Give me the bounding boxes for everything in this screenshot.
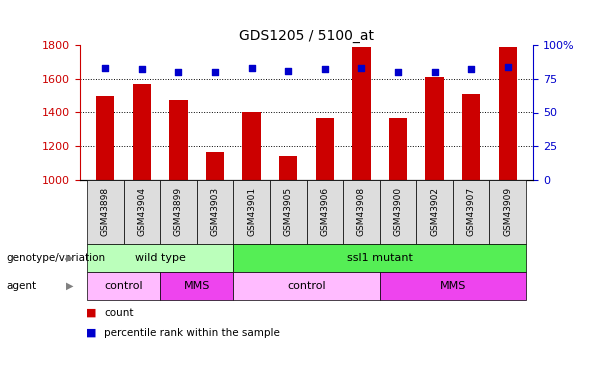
Bar (453, 180, 489, 244)
Text: GSM43907: GSM43907 (466, 188, 476, 237)
Bar (379, 272, 526, 300)
Text: GSM43901: GSM43901 (247, 188, 256, 237)
Bar (87, 272, 160, 300)
Bar (133, 84, 151, 180)
Point (357, 65, 367, 71)
Bar (160, 272, 234, 300)
Text: GSM43909: GSM43909 (503, 188, 512, 237)
Text: GSM43908: GSM43908 (357, 188, 366, 237)
Text: MMS: MMS (183, 281, 210, 291)
Text: percentile rank within the sample: percentile rank within the sample (104, 328, 280, 338)
Bar (279, 156, 297, 180)
Bar (306, 180, 343, 244)
Text: GSM43903: GSM43903 (210, 188, 219, 237)
Text: control: control (287, 281, 326, 291)
Point (430, 69, 440, 75)
Bar (234, 180, 270, 244)
Point (210, 69, 220, 75)
Text: agent: agent (6, 281, 36, 291)
Point (101, 65, 110, 71)
Bar (416, 180, 453, 244)
Text: GSM43900: GSM43900 (394, 188, 403, 237)
Bar (169, 100, 188, 180)
Point (137, 66, 147, 72)
Point (320, 66, 330, 72)
Text: ▶: ▶ (66, 253, 74, 263)
Bar (462, 94, 480, 180)
Text: count: count (104, 308, 134, 318)
Bar (379, 180, 416, 244)
Bar (389, 118, 407, 180)
Text: GSM43904: GSM43904 (137, 188, 147, 236)
Title: GDS1205 / 5100_at: GDS1205 / 5100_at (239, 28, 374, 43)
Point (173, 69, 183, 75)
Bar (87, 180, 124, 244)
Bar (243, 112, 261, 180)
Text: ■: ■ (86, 328, 96, 338)
Bar (498, 47, 517, 180)
Text: GSM43906: GSM43906 (320, 188, 329, 237)
Text: ssl1 mutant: ssl1 mutant (347, 253, 413, 263)
Text: GSM43898: GSM43898 (101, 188, 110, 237)
Bar (425, 77, 444, 180)
Text: GSM43902: GSM43902 (430, 188, 439, 236)
Bar (234, 272, 379, 300)
Text: genotype/variation: genotype/variation (6, 253, 105, 263)
Text: ▶: ▶ (66, 281, 74, 291)
Bar (489, 180, 526, 244)
Bar (197, 180, 234, 244)
Bar (87, 244, 234, 272)
Bar (160, 180, 197, 244)
Bar (234, 244, 526, 272)
Point (466, 66, 476, 72)
Bar (206, 152, 224, 180)
Bar (316, 118, 334, 180)
Bar (270, 180, 306, 244)
Point (246, 65, 256, 71)
Text: GSM43899: GSM43899 (174, 188, 183, 237)
Point (503, 64, 512, 70)
Text: wild type: wild type (135, 253, 186, 263)
Bar (96, 96, 115, 180)
Bar (124, 180, 160, 244)
Point (283, 68, 293, 74)
Text: MMS: MMS (440, 281, 466, 291)
Text: control: control (104, 281, 143, 291)
Text: ■: ■ (86, 308, 96, 318)
Bar (352, 47, 370, 180)
Point (393, 69, 403, 75)
Bar (343, 180, 379, 244)
Text: GSM43905: GSM43905 (284, 188, 293, 237)
